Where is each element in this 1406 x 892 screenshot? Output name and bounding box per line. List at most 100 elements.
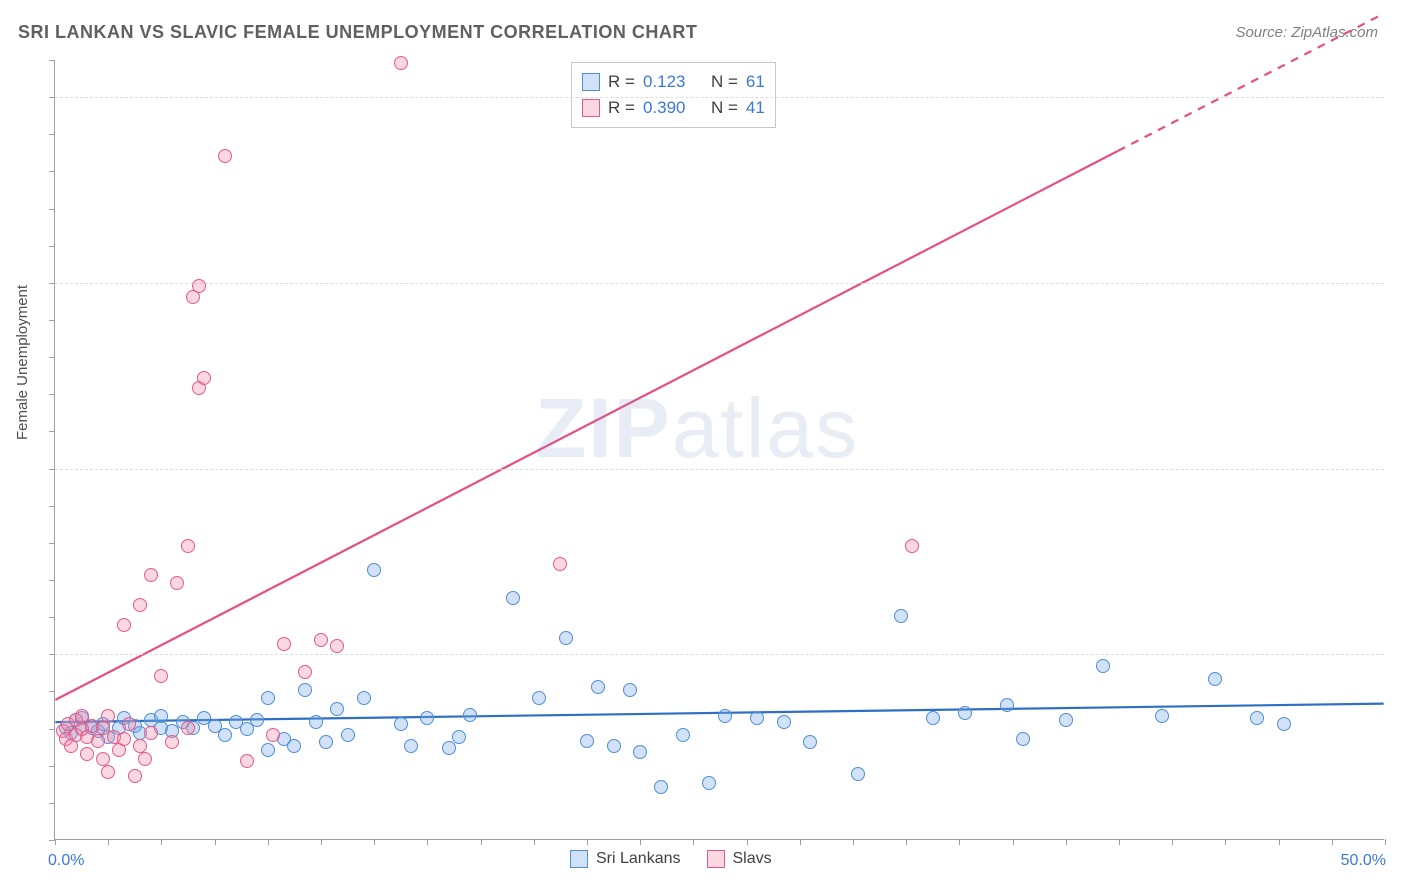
data-point: [654, 780, 668, 794]
x-tick: [55, 839, 56, 845]
data-point: [144, 726, 158, 740]
y-axis-label: Female Unemployment: [14, 285, 31, 440]
x-tick: [215, 839, 216, 845]
data-point: [319, 735, 333, 749]
n-value: 41: [746, 95, 765, 121]
x-tick: [1013, 839, 1014, 845]
data-point: [128, 769, 142, 783]
y-tick: [49, 543, 55, 544]
data-point: [394, 717, 408, 731]
data-point: [154, 709, 168, 723]
data-point: [442, 741, 456, 755]
y-tick: [49, 320, 55, 321]
data-point: [357, 691, 371, 705]
n-label: N =: [711, 69, 738, 95]
data-point: [181, 721, 195, 735]
r-label: R =: [608, 95, 635, 121]
x-tick: [1225, 839, 1226, 845]
x-tick: [853, 839, 854, 845]
y-tick: [49, 283, 55, 284]
data-point: [1208, 672, 1222, 686]
data-point: [261, 743, 275, 757]
data-point: [702, 776, 716, 790]
data-point: [197, 371, 211, 385]
series-legend: Sri Lankans Slavs: [570, 850, 772, 868]
x-tick: [268, 839, 269, 845]
data-point: [240, 754, 254, 768]
data-point: [1277, 717, 1291, 731]
data-point: [165, 735, 179, 749]
data-point: [1155, 709, 1169, 723]
data-point: [1250, 711, 1264, 725]
gridline: [55, 283, 1384, 284]
y-tick: [49, 506, 55, 507]
y-tick: [49, 97, 55, 98]
data-point: [96, 752, 110, 766]
y-tick: [49, 617, 55, 618]
data-point: [718, 709, 732, 723]
r-value: 0.123: [643, 69, 686, 95]
legend-swatch: [582, 99, 600, 117]
data-point: [894, 609, 908, 623]
data-point: [559, 631, 573, 645]
data-point: [607, 739, 621, 753]
data-point: [298, 665, 312, 679]
data-point: [266, 728, 280, 742]
data-point: [138, 752, 152, 766]
data-point: [532, 691, 546, 705]
x-tick: [1279, 839, 1280, 845]
y-tick: [49, 729, 55, 730]
data-point: [367, 563, 381, 577]
legend-swatch: [582, 73, 600, 91]
data-point: [1059, 713, 1073, 727]
data-point: [91, 734, 105, 748]
y-tick-label: 30.0%: [1394, 274, 1406, 292]
y-tick-label: 10.0%: [1394, 645, 1406, 663]
data-point: [218, 149, 232, 163]
data-point: [117, 618, 131, 632]
x-tick: [1385, 839, 1386, 845]
x-origin-label: 0.0%: [48, 852, 84, 870]
y-tick: [49, 803, 55, 804]
y-tick: [49, 431, 55, 432]
legend-item: Slavs: [707, 850, 772, 868]
data-point: [261, 691, 275, 705]
x-tick: [587, 839, 588, 845]
data-point: [330, 639, 344, 653]
data-point: [144, 568, 158, 582]
data-point: [404, 739, 418, 753]
n-label: N =: [711, 95, 738, 121]
x-tick: [161, 839, 162, 845]
stats-legend-row: R = 0.390 N = 41: [582, 95, 765, 121]
legend-item: Sri Lankans: [570, 850, 681, 868]
data-point: [133, 598, 147, 612]
data-point: [250, 713, 264, 727]
legend-label: Sri Lankans: [596, 850, 681, 868]
x-tick: [481, 839, 482, 845]
x-tick: [108, 839, 109, 845]
data-point: [287, 739, 301, 753]
data-point: [553, 557, 567, 571]
trend-line: [55, 151, 1118, 700]
x-tick: [906, 839, 907, 845]
data-point: [80, 747, 94, 761]
y-tick: [49, 840, 55, 841]
data-point: [777, 715, 791, 729]
x-tick: [321, 839, 322, 845]
data-point: [298, 683, 312, 697]
chart-title: SRI LANKAN VS SLAVIC FEMALE UNEMPLOYMENT…: [18, 22, 697, 43]
data-point: [101, 765, 115, 779]
data-point: [154, 669, 168, 683]
y-tick: [49, 394, 55, 395]
r-label: R =: [608, 69, 635, 95]
y-tick: [49, 171, 55, 172]
r-value: 0.390: [643, 95, 686, 121]
data-point: [905, 539, 919, 553]
x-tick: [1119, 839, 1120, 845]
stats-legend-row: R = 0.123 N = 61: [582, 69, 765, 95]
data-point: [314, 633, 328, 647]
data-point: [122, 717, 136, 731]
data-point: [394, 56, 408, 70]
data-point: [1000, 698, 1014, 712]
x-tick: [534, 839, 535, 845]
